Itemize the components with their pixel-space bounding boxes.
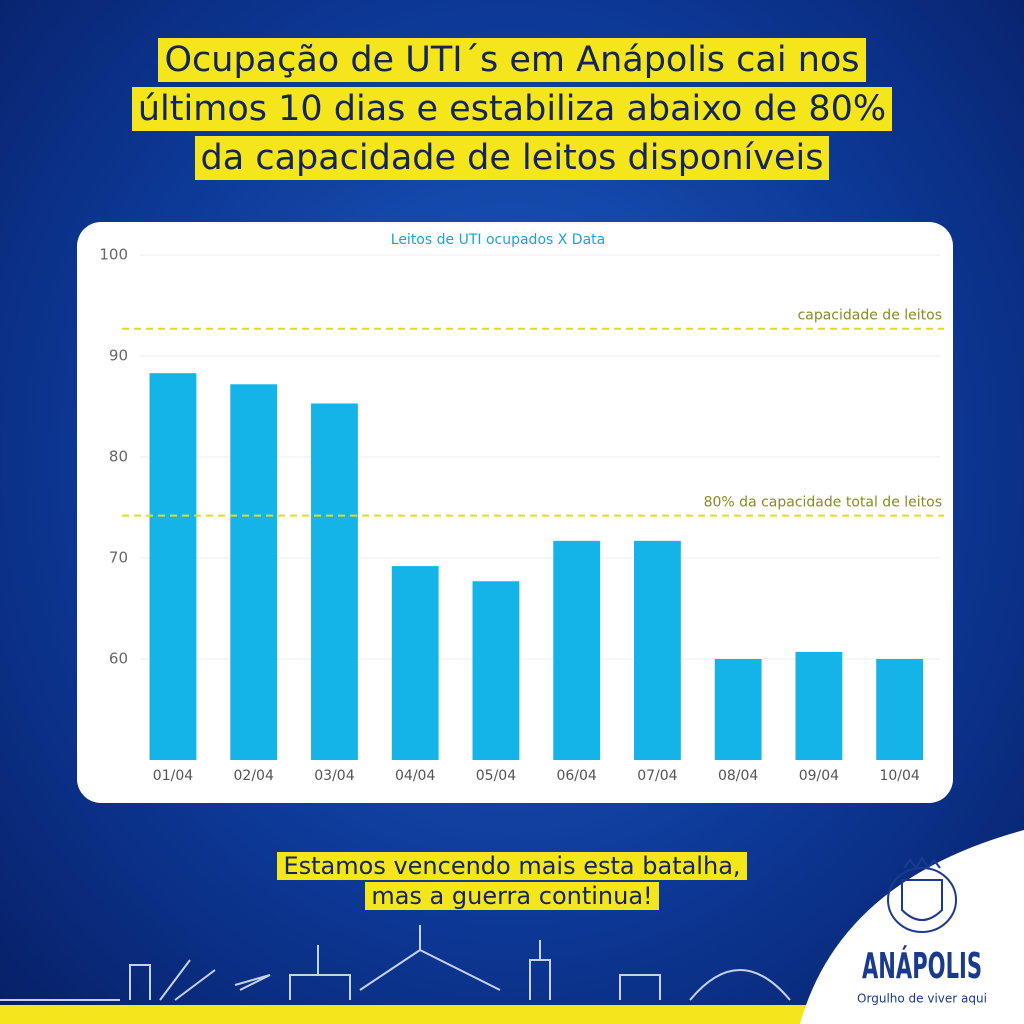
y-tick-label: 100 [99,246,128,264]
reference-label: 80% da capacidade total de leitos [704,495,942,511]
title-line: últimos 10 dias e estabiliza abaixo de 8… [131,87,893,131]
x-tick-label: 07/04 [637,768,677,784]
x-tick-label: 06/04 [556,768,596,784]
x-tick-label: 08/04 [718,768,758,784]
footer-line: Estamos vencendo mais esta batalha, [277,852,747,880]
x-tick-label: 02/04 [234,768,274,784]
footer-line: mas a guerra continua! [365,882,659,910]
bar [553,540,601,760]
bar [391,566,439,760]
bar [795,651,843,760]
y-tick-label: 80 [109,448,128,466]
title-block: Ocupação de UTI´s em Anápolis cai nos úl… [0,38,1024,185]
x-tick-label: 09/04 [799,768,839,784]
bar [633,540,681,760]
bar [714,659,762,760]
y-tick-label: 60 [109,650,128,668]
logo-slogan: Orgulho de viver aqui [857,992,987,1006]
x-tick-label: 01/04 [153,768,193,784]
y-tick-label: 90 [109,347,128,365]
chart-panel [77,222,953,803]
bar [311,403,358,760]
x-tick-label: 03/04 [314,768,354,784]
bar [876,659,924,760]
logo-name: ANÁPOLIS [862,945,982,987]
chart-title: Leitos de UTI ocupados X Data [391,232,605,248]
footer-block: Estamos vencendo mais esta batalha, mas … [0,852,1024,912]
bar [149,373,197,760]
coat-of-arms [887,856,957,933]
bottom-strip [0,1005,1024,1024]
x-tick-label: 05/04 [476,768,516,784]
title-line: da capacidade de leitos disponíveis [194,136,830,180]
bar [230,384,278,760]
skyline [0,925,791,1001]
y-tick-label: 70 [109,549,128,567]
x-tick-label: 04/04 [395,768,435,784]
bar [472,581,520,760]
logo-panel [800,830,1024,1024]
reference-label: capacidade de leitos [798,308,942,324]
title-line: Ocupação de UTI´s em Anápolis cai nos [158,38,866,82]
x-tick-label: 10/04 [879,768,919,784]
